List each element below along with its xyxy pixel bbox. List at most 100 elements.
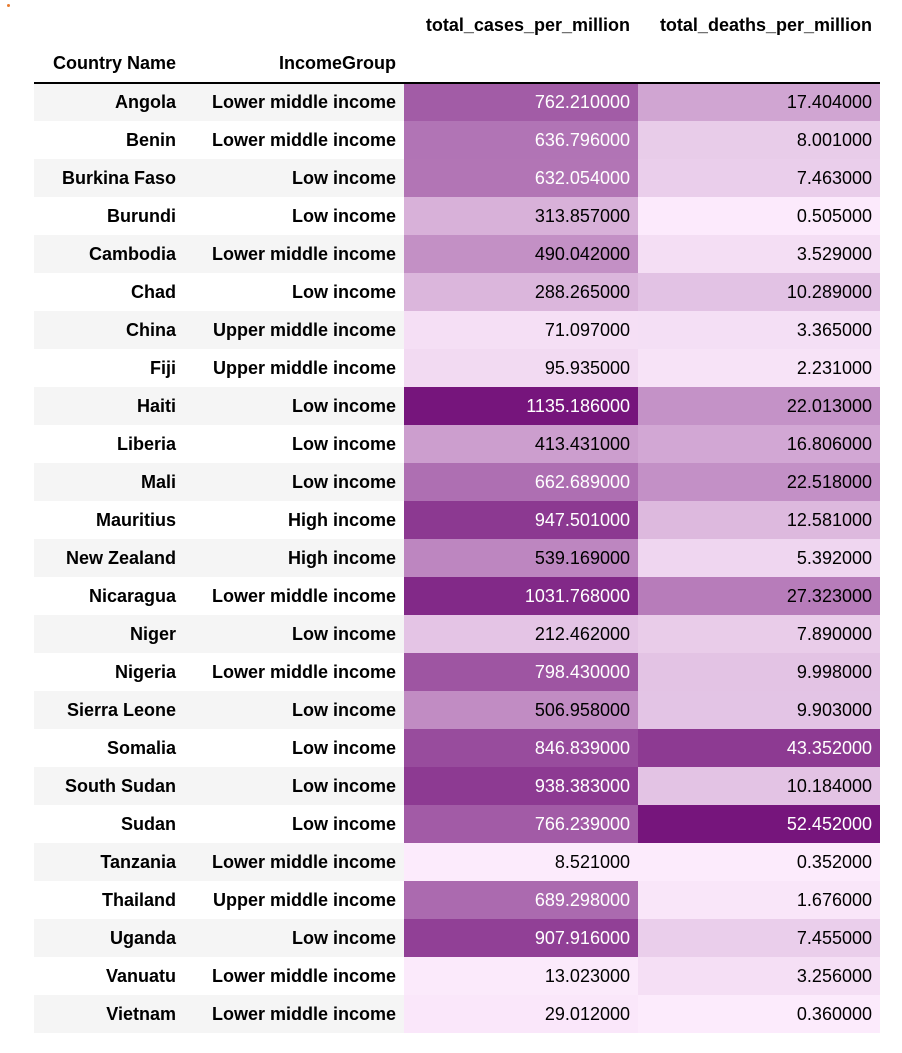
- row-label-country: Tanzania: [34, 843, 184, 881]
- index-name-country: Country Name: [34, 44, 184, 84]
- row-label-country: Niger: [34, 615, 184, 653]
- row-label-country: Haiti: [34, 387, 184, 425]
- cell-cases: 95.935000: [404, 349, 638, 387]
- cell-deaths: 17.404000: [638, 83, 880, 121]
- cell-deaths: 7.463000: [638, 159, 880, 197]
- cell-cases: 632.054000: [404, 159, 638, 197]
- row-label-income: Lower middle income: [184, 235, 404, 273]
- row-label-country: Cambodia: [34, 235, 184, 273]
- table-row: New Zealand High income 539.169000 5.392000: [34, 539, 880, 577]
- row-label-income: Lower middle income: [184, 995, 404, 1033]
- row-label-country: Vietnam: [34, 995, 184, 1033]
- table-row: Vanuatu Lower middle income 13.023000 3.256…: [34, 957, 880, 995]
- cell-deaths: 9.998000: [638, 653, 880, 691]
- row-label-income: High income: [184, 501, 404, 539]
- row-label-country: Uganda: [34, 919, 184, 957]
- table-row: Sudan Low income 766.239000 52.452000: [34, 805, 880, 843]
- row-label-income: High income: [184, 539, 404, 577]
- table-row: Thailand Upper middle income 689.298000 1.6…: [34, 881, 880, 919]
- table-row: Uganda Low income 907.916000 7.455000: [34, 919, 880, 957]
- row-label-income: Low income: [184, 691, 404, 729]
- blank-header-cell: [638, 44, 880, 84]
- column-header-row: total_cases_per_million total_deaths_per…: [34, 6, 880, 44]
- row-label-income: Low income: [184, 805, 404, 843]
- row-label-income: Lower middle income: [184, 653, 404, 691]
- cell-cases: 288.265000: [404, 273, 638, 311]
- row-label-country: Benin: [34, 121, 184, 159]
- row-label-country: Mauritius: [34, 501, 184, 539]
- column-header-deaths: total_deaths_per_million: [638, 6, 880, 44]
- row-label-country: China: [34, 311, 184, 349]
- cell-cases: 506.958000: [404, 691, 638, 729]
- cell-cases: 947.501000: [404, 501, 638, 539]
- cell-cases: 1031.768000: [404, 577, 638, 615]
- table-row: Niger Low income 212.462000 7.890000: [34, 615, 880, 653]
- cell-deaths: 7.455000: [638, 919, 880, 957]
- column-header-cases: total_cases_per_million: [404, 6, 638, 44]
- row-label-country: Sudan: [34, 805, 184, 843]
- row-label-income: Low income: [184, 273, 404, 311]
- table-row: Liberia Low income 413.431000 16.806000: [34, 425, 880, 463]
- table-row: South Sudan Low income 938.383000 10.184000: [34, 767, 880, 805]
- row-label-country: Sierra Leone: [34, 691, 184, 729]
- row-label-income: Upper middle income: [184, 881, 404, 919]
- cell-deaths: 43.352000: [638, 729, 880, 767]
- row-label-income: Lower middle income: [184, 121, 404, 159]
- cell-deaths: 8.001000: [638, 121, 880, 159]
- row-label-income: Lower middle income: [184, 83, 404, 121]
- table-row: Sierra Leone Low income 506.958000 9.903000: [34, 691, 880, 729]
- row-label-income: Low income: [184, 159, 404, 197]
- table-row: Angola Lower middle income 762.210000 17.40…: [34, 83, 880, 121]
- cell-cases: 8.521000: [404, 843, 638, 881]
- row-label-income: Lower middle income: [184, 577, 404, 615]
- row-label-country: Thailand: [34, 881, 184, 919]
- row-label-income: Lower middle income: [184, 957, 404, 995]
- cell-deaths: 12.581000: [638, 501, 880, 539]
- cell-cases: 766.239000: [404, 805, 638, 843]
- cell-deaths: 22.518000: [638, 463, 880, 501]
- cell-deaths: 9.903000: [638, 691, 880, 729]
- row-label-income: Lower middle income: [184, 843, 404, 881]
- cell-cases: 1135.186000: [404, 387, 638, 425]
- table-row: Haiti Low income 1135.186000 22.013000: [34, 387, 880, 425]
- row-label-country: South Sudan: [34, 767, 184, 805]
- row-label-country: Burkina Faso: [34, 159, 184, 197]
- cell-deaths: 0.505000: [638, 197, 880, 235]
- cell-deaths: 52.452000: [638, 805, 880, 843]
- row-label-country: Chad: [34, 273, 184, 311]
- cell-deaths: 27.323000: [638, 577, 880, 615]
- row-label-country: Angola: [34, 83, 184, 121]
- row-label-country: Nicaragua: [34, 577, 184, 615]
- cell-deaths: 22.013000: [638, 387, 880, 425]
- styled-dataframe-table: total_cases_per_million total_deaths_per…: [34, 6, 880, 1033]
- index-name-row: Country Name IncomeGroup: [34, 44, 880, 84]
- table-row: Somalia Low income 846.839000 43.352000: [34, 729, 880, 767]
- row-label-country: Mali: [34, 463, 184, 501]
- cell-cases: 846.839000: [404, 729, 638, 767]
- cell-deaths: 3.365000: [638, 311, 880, 349]
- row-label-country: Somalia: [34, 729, 184, 767]
- cell-cases: 938.383000: [404, 767, 638, 805]
- row-label-income: Upper middle income: [184, 311, 404, 349]
- row-label-country: New Zealand: [34, 539, 184, 577]
- table-row: Burundi Low income 313.857000 0.505000: [34, 197, 880, 235]
- cell-cases: 29.012000: [404, 995, 638, 1033]
- cell-cases: 539.169000: [404, 539, 638, 577]
- table-row: Nigeria Lower middle income 798.430000 9.99…: [34, 653, 880, 691]
- cell-cases: 313.857000: [404, 197, 638, 235]
- table-row: Tanzania Lower middle income 8.521000 0.352…: [34, 843, 880, 881]
- row-label-income: Low income: [184, 767, 404, 805]
- table-body: Angola Lower middle income 762.210000 17.40…: [34, 83, 880, 1033]
- row-label-income: Low income: [184, 615, 404, 653]
- table-row: Vietnam Lower middle income 29.012000 0.360…: [34, 995, 880, 1033]
- cell-cases: 662.689000: [404, 463, 638, 501]
- row-label-country: Liberia: [34, 425, 184, 463]
- row-label-country: Fiji: [34, 349, 184, 387]
- row-label-income: Low income: [184, 729, 404, 767]
- cell-deaths: 10.184000: [638, 767, 880, 805]
- table-row: Mauritius High income 947.501000 12.581000: [34, 501, 880, 539]
- cell-deaths: 0.352000: [638, 843, 880, 881]
- cell-deaths: 2.231000: [638, 349, 880, 387]
- table-row: Mali Low income 662.689000 22.518000: [34, 463, 880, 501]
- row-label-income: Low income: [184, 387, 404, 425]
